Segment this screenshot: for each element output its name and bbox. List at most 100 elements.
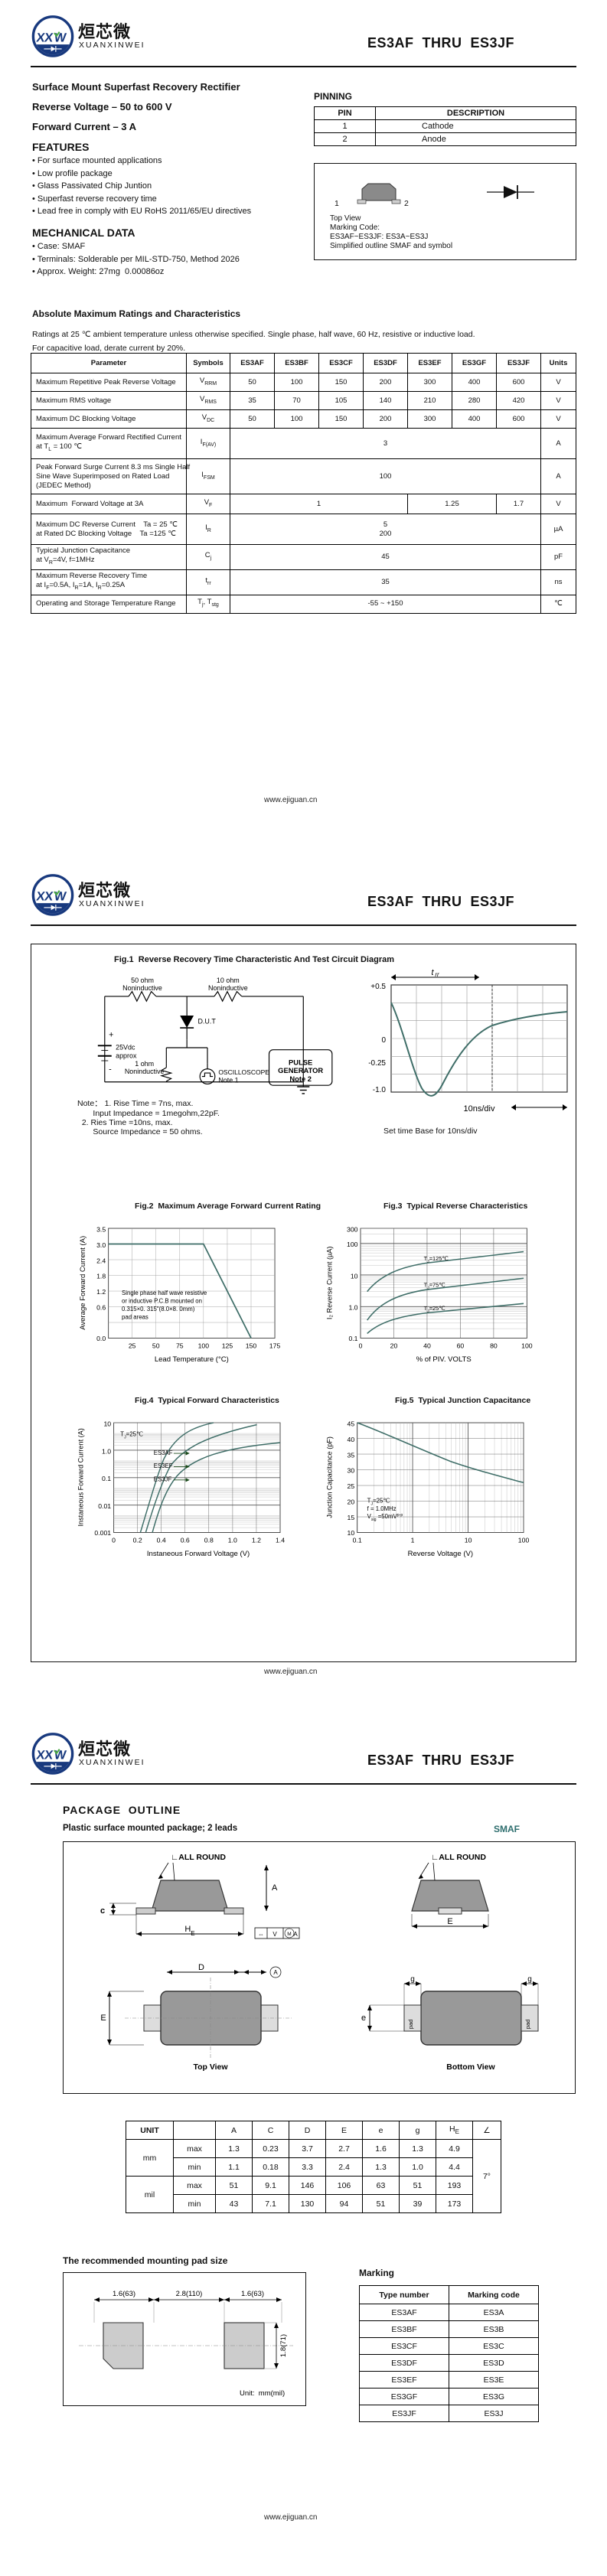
- svg-text:0.8: 0.8: [204, 1537, 214, 1544]
- svg-text:25: 25: [129, 1342, 136, 1350]
- svg-text:Reverse Voltage (V): Reverse Voltage (V): [408, 1550, 473, 1558]
- svg-text:0: 0: [359, 1342, 363, 1350]
- svg-text:pad areas: pad areas: [122, 1313, 148, 1320]
- svg-text:-: -: [109, 1065, 112, 1074]
- svg-text:50: 50: [152, 1342, 160, 1350]
- svg-text:Single phase half wave resisti: Single phase half wave resistive: [122, 1290, 207, 1296]
- svg-text:3.5: 3.5: [96, 1225, 106, 1233]
- svg-text:Noninductive: Noninductive: [208, 984, 248, 992]
- svg-text:20: 20: [348, 1498, 355, 1506]
- svg-text:I₂ Reverse Current (µA): I₂ Reverse Current (µA): [326, 1247, 334, 1320]
- svg-text:X: X: [44, 31, 54, 45]
- svg-text:Junction Capacitance (pF): Junction Capacitance (pF): [326, 1436, 334, 1518]
- svg-text:300: 300: [347, 1225, 358, 1233]
- svg-text:E: E: [447, 1917, 452, 1926]
- svg-text:0.1: 0.1: [353, 1537, 362, 1544]
- svg-text:A: A: [272, 1883, 278, 1893]
- svg-text:1.6(63): 1.6(63): [113, 2290, 135, 2298]
- svg-text:10: 10: [103, 1420, 111, 1427]
- svg-text:10 ohm: 10 ohm: [217, 977, 240, 984]
- svg-text:0: 0: [381, 1036, 386, 1045]
- svg-text:1.2: 1.2: [96, 1288, 106, 1296]
- svg-text:-1.0: -1.0: [373, 1086, 387, 1094]
- svg-text:A: A: [273, 1969, 278, 1976]
- svg-text:∟ALL ROUND: ∟ALL ROUND: [171, 1853, 226, 1862]
- svg-text:+0.5: +0.5: [370, 983, 386, 991]
- svg-text:25: 25: [348, 1482, 355, 1490]
- svg-text:80: 80: [490, 1342, 498, 1350]
- svg-text:75: 75: [176, 1342, 184, 1350]
- svg-text:TJ=75℃: TJ=75℃: [424, 1282, 445, 1291]
- svg-text:1.8: 1.8: [96, 1273, 106, 1280]
- svg-text:100: 100: [518, 1537, 530, 1544]
- svg-text:ES3JF: ES3JF: [154, 1476, 172, 1483]
- svg-text:TJ=25℃: TJ=25℃: [120, 1430, 143, 1440]
- svg-text:f = 1.0MHz: f = 1.0MHz: [367, 1505, 397, 1512]
- svg-text:Top View: Top View: [193, 2062, 228, 2072]
- svg-text:pad: pad: [407, 2020, 414, 2030]
- svg-text:1.6(63): 1.6(63): [241, 2290, 264, 2298]
- svg-text:g: g: [527, 1975, 532, 1984]
- svg-text:30: 30: [348, 1467, 355, 1475]
- svg-text:50 ohm: 50 ohm: [131, 977, 154, 984]
- svg-text:2.8(110): 2.8(110): [176, 2290, 203, 2298]
- svg-text:10: 10: [351, 1272, 358, 1280]
- svg-text:t: t: [431, 968, 434, 977]
- svg-text:100: 100: [347, 1241, 358, 1248]
- svg-text:Noninductive: Noninductive: [122, 984, 162, 992]
- svg-text:3.0: 3.0: [96, 1241, 106, 1249]
- svg-text:V: V: [272, 1931, 277, 1938]
- svg-text:D: D: [198, 1963, 204, 1972]
- svg-text:0.001: 0.001: [94, 1529, 111, 1537]
- svg-text:+: +: [109, 1031, 113, 1040]
- svg-text:M: M: [287, 1932, 291, 1937]
- svg-text:10ns/div: 10ns/div: [464, 1104, 495, 1114]
- svg-text:10: 10: [465, 1537, 472, 1544]
- svg-text:0.01: 0.01: [98, 1502, 111, 1510]
- svg-text:Bottom View: Bottom View: [446, 2062, 495, 2072]
- svg-text:ES3EF: ES3EF: [154, 1462, 173, 1469]
- svg-text:approx: approx: [116, 1052, 137, 1059]
- svg-text:40: 40: [423, 1342, 431, 1350]
- svg-text:Lead Temperature (°C): Lead Temperature (°C): [155, 1355, 229, 1364]
- svg-text:1.2: 1.2: [252, 1537, 261, 1544]
- svg-text:c: c: [100, 1906, 105, 1916]
- svg-text:Unit: mm(mil): Unit: mm(mil): [240, 2389, 285, 2398]
- svg-text:0.4: 0.4: [157, 1537, 166, 1544]
- svg-text:15: 15: [348, 1514, 355, 1521]
- svg-text:rr: rr: [435, 971, 439, 978]
- svg-text:40: 40: [348, 1436, 355, 1443]
- svg-text:Vsig =50mVp-p: Vsig =50mVp-p: [367, 1513, 403, 1522]
- svg-text:1.0: 1.0: [228, 1537, 237, 1544]
- svg-text:Instaneous Forward Current (A): Instaneous Forward Current (A): [77, 1428, 85, 1526]
- svg-text:0.0: 0.0: [96, 1335, 106, 1342]
- svg-text:175: 175: [269, 1342, 281, 1350]
- svg-text:0.6: 0.6: [181, 1537, 190, 1544]
- svg-text:∟ALL ROUND: ∟ALL ROUND: [431, 1853, 486, 1862]
- svg-text:X: X: [44, 890, 54, 904]
- svg-text:125: 125: [222, 1342, 233, 1350]
- svg-text:1.8(71): 1.8(71): [279, 2334, 288, 2357]
- svg-text:1.0: 1.0: [102, 1447, 111, 1455]
- svg-text:1 ohm: 1 ohm: [135, 1060, 154, 1068]
- svg-text:2.4: 2.4: [96, 1257, 106, 1264]
- svg-text:⇔: ⇔: [258, 1931, 264, 1938]
- svg-text:0: 0: [112, 1537, 116, 1544]
- svg-text:0.1: 0.1: [102, 1475, 111, 1482]
- svg-text:PULSE: PULSE: [289, 1058, 312, 1066]
- svg-text:Note 1: Note 1: [218, 1077, 238, 1084]
- svg-text:Noninductive: Noninductive: [125, 1068, 165, 1075]
- svg-text:Note 2: Note 2: [289, 1074, 312, 1083]
- svg-text:OSCILLOSCOPE: OSCILLOSCOPE: [218, 1068, 269, 1076]
- svg-text:A: A: [293, 1931, 298, 1938]
- svg-text:Average Forward Current (A): Average Forward Current (A): [79, 1236, 87, 1330]
- svg-text:GENERATOR: GENERATOR: [278, 1066, 323, 1074]
- svg-text:100: 100: [198, 1342, 210, 1350]
- svg-text:X: X: [44, 1749, 54, 1762]
- svg-text:45: 45: [348, 1420, 355, 1427]
- svg-text:35: 35: [348, 1451, 355, 1459]
- svg-text:1: 1: [411, 1537, 415, 1544]
- svg-text:1.4: 1.4: [276, 1537, 285, 1544]
- svg-text:% of PIV. VOLTS: % of PIV. VOLTS: [416, 1355, 472, 1364]
- svg-text:10: 10: [348, 1529, 355, 1537]
